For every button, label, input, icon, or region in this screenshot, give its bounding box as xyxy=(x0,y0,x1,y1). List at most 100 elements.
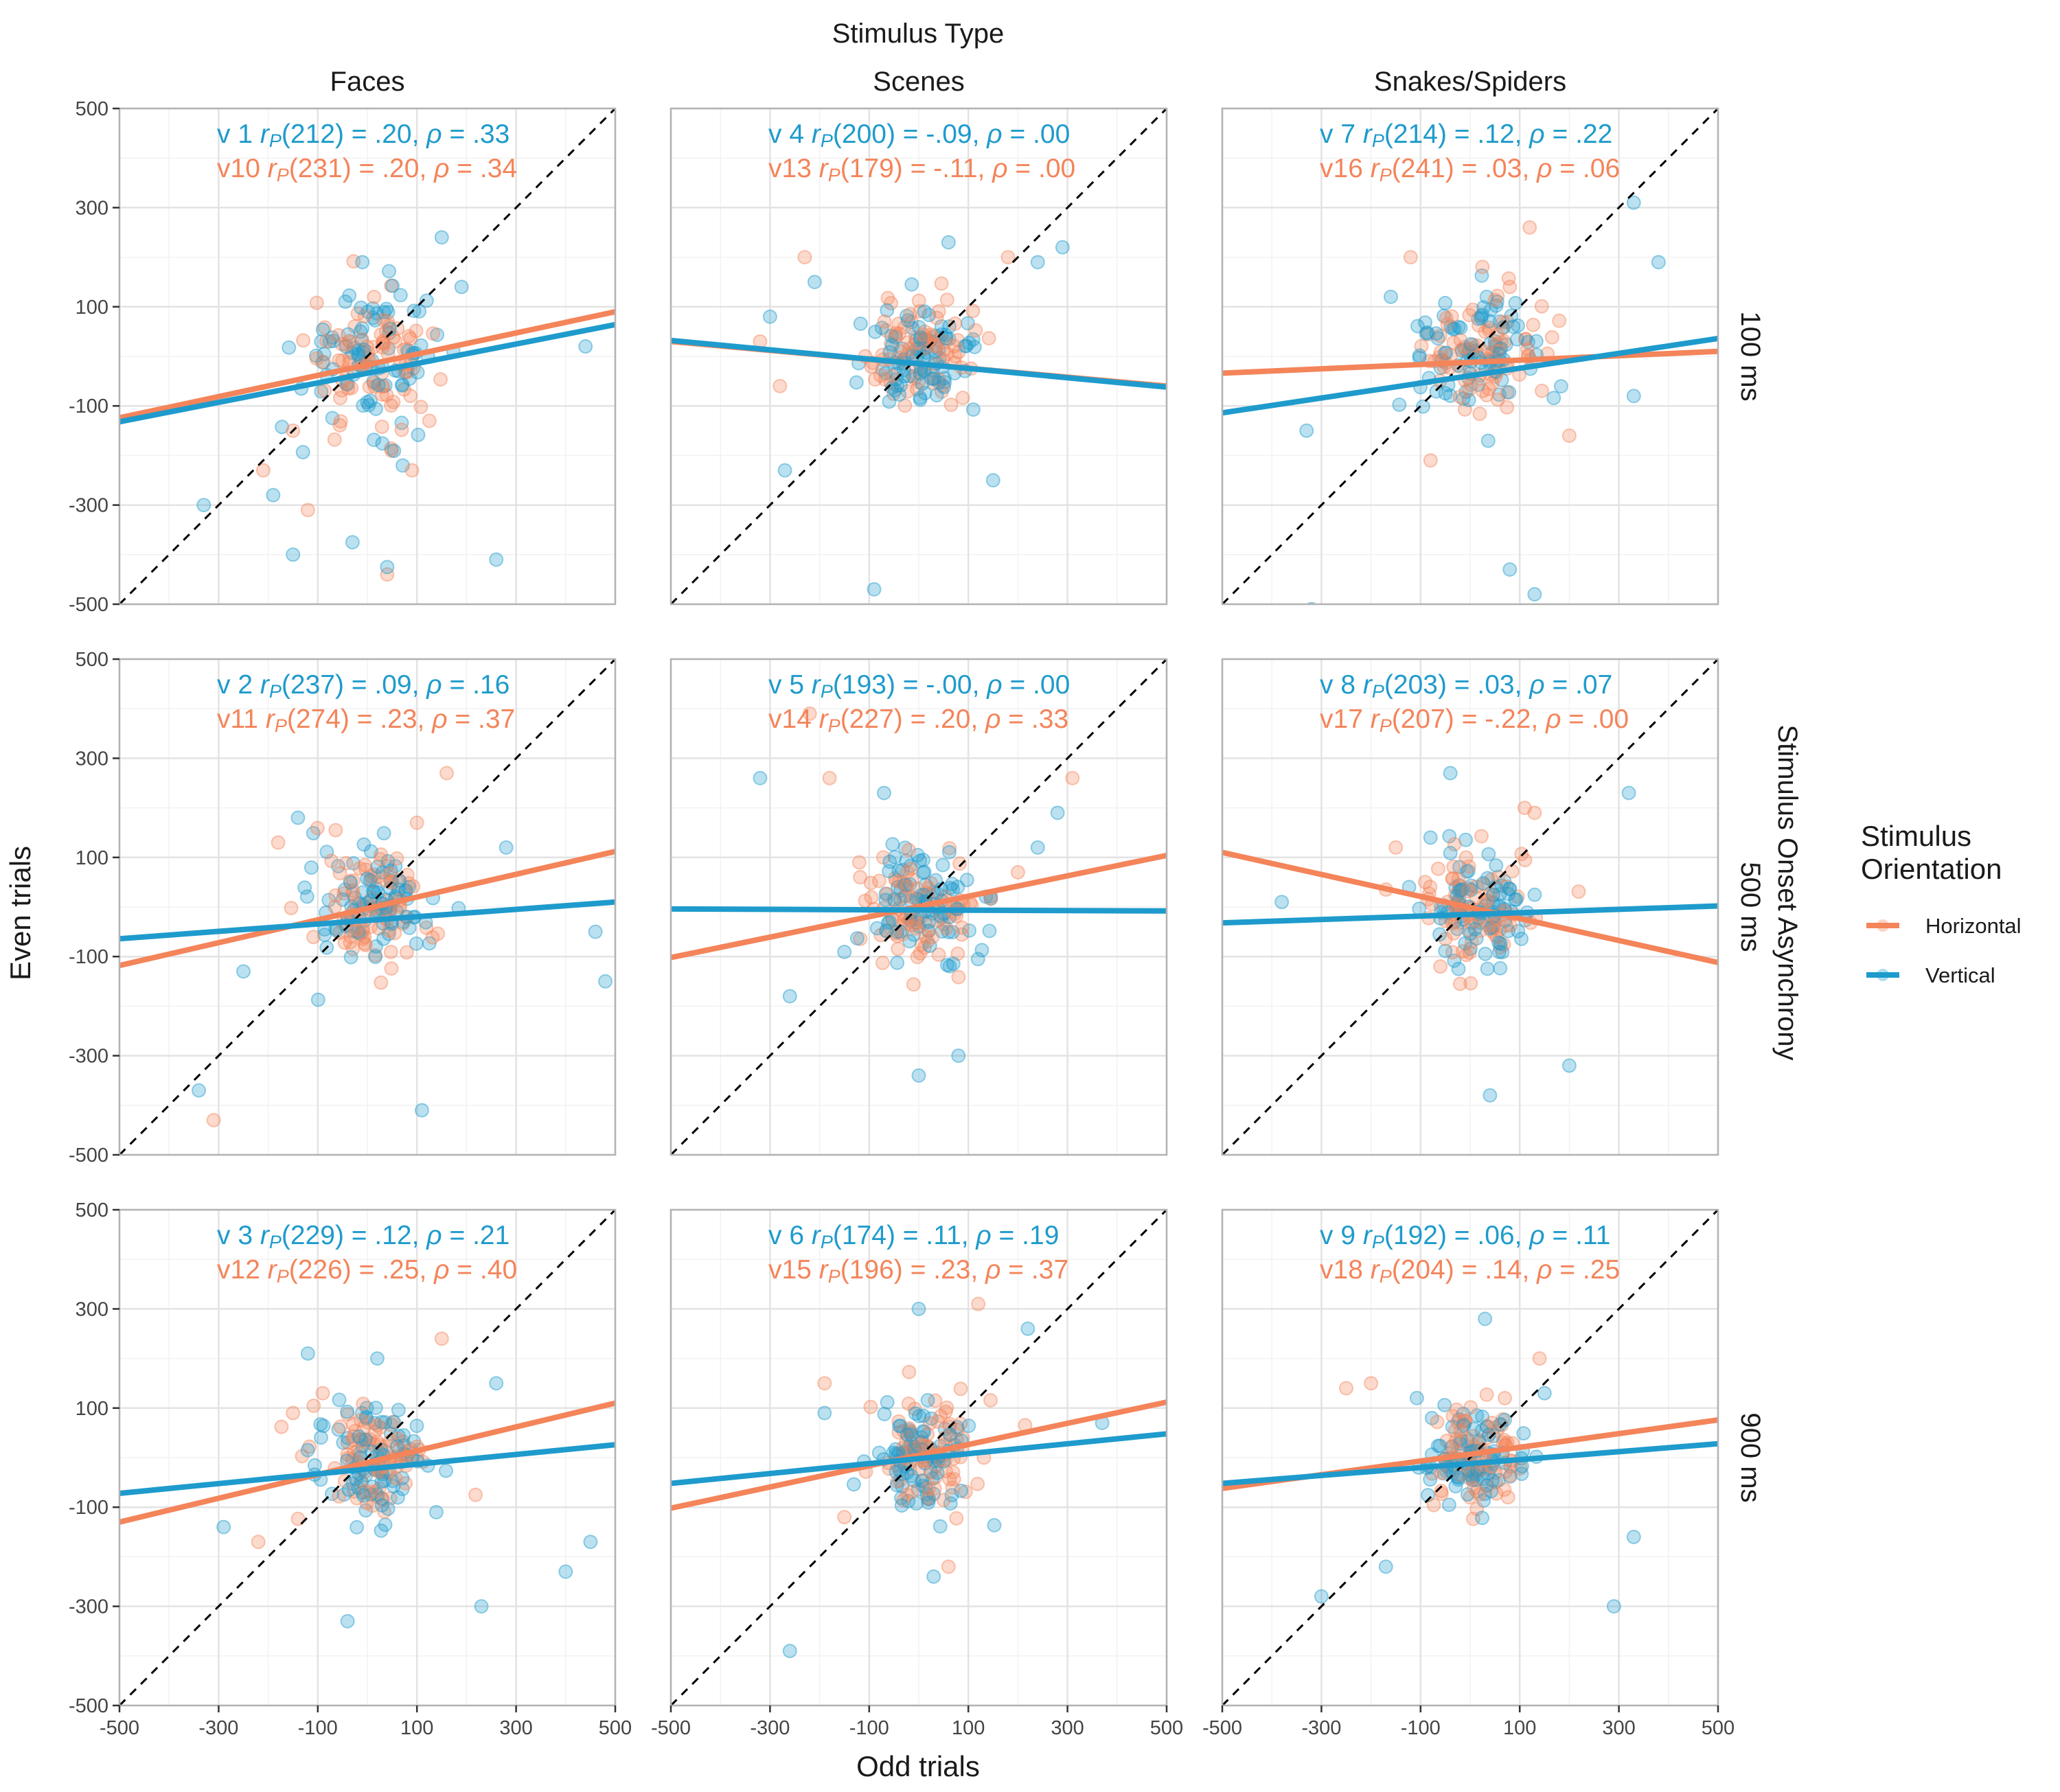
point-vertical xyxy=(378,1517,393,1532)
point-horizontal xyxy=(917,915,932,930)
point-vertical xyxy=(314,334,329,349)
point-vertical xyxy=(300,1443,315,1458)
point-vertical xyxy=(1452,860,1467,875)
point-vertical xyxy=(888,382,903,398)
point-vertical xyxy=(1456,1406,1471,1421)
point-vertical xyxy=(941,332,957,347)
point-vertical xyxy=(356,837,371,852)
point-horizontal xyxy=(1469,879,1485,894)
point-vertical xyxy=(943,1496,958,1511)
point-vertical xyxy=(1438,386,1453,401)
point-horizontal xyxy=(901,842,916,858)
point-horizontal xyxy=(926,376,941,391)
point-horizontal xyxy=(884,336,899,352)
y-tick-label: -500 xyxy=(69,1145,108,1167)
point-horizontal xyxy=(369,1418,385,1433)
point-horizontal xyxy=(426,326,441,341)
point-vertical xyxy=(917,386,932,401)
point-vertical xyxy=(1509,332,1524,347)
point-vertical xyxy=(868,324,883,339)
point-horizontal xyxy=(271,835,286,850)
point-horizontal xyxy=(931,371,946,387)
point-vertical xyxy=(376,826,391,841)
point-vertical xyxy=(846,1477,861,1492)
point-vertical xyxy=(935,858,950,873)
point-horizontal xyxy=(970,1476,985,1491)
point-vertical xyxy=(923,333,938,348)
point-vertical xyxy=(1454,882,1469,897)
point-horizontal xyxy=(939,1400,954,1415)
point-horizontal xyxy=(924,1465,939,1480)
point-horizontal xyxy=(946,1464,961,1480)
point-horizontal xyxy=(889,328,904,343)
x-tick-label: -300 xyxy=(198,1717,238,1739)
point-horizontal xyxy=(893,1473,908,1488)
point-vertical xyxy=(1453,1431,1468,1446)
point-horizontal xyxy=(949,1510,964,1526)
point-vertical xyxy=(352,348,367,363)
point-horizontal xyxy=(425,930,440,945)
point-horizontal xyxy=(339,337,354,352)
point-vertical xyxy=(355,255,370,270)
point-vertical xyxy=(874,320,889,335)
point-horizontal xyxy=(1434,1484,1449,1499)
point-vertical xyxy=(985,473,1000,487)
point-horizontal xyxy=(925,930,940,945)
point-horizontal xyxy=(404,463,420,478)
point-vertical xyxy=(919,1486,935,1502)
point-vertical xyxy=(1299,423,1314,438)
identity-reference-line xyxy=(1222,1210,1718,1705)
regression-line-vertical xyxy=(671,906,1167,914)
point-vertical xyxy=(1452,1412,1467,1427)
point-vertical xyxy=(313,1430,328,1445)
point-vertical xyxy=(1491,1473,1507,1488)
point-horizontal xyxy=(909,915,924,930)
point-vertical xyxy=(885,837,900,852)
point-vertical xyxy=(1476,300,1491,315)
panel-border xyxy=(670,658,1168,1156)
point-horizontal xyxy=(1499,879,1514,894)
point-vertical xyxy=(1476,875,1491,891)
point-horizontal xyxy=(1487,921,1502,936)
point-vertical xyxy=(867,582,882,597)
point-horizontal xyxy=(332,417,347,433)
point-horizontal xyxy=(1482,323,1497,338)
panel-border xyxy=(118,1208,617,1707)
point-horizontal xyxy=(356,931,371,946)
point-horizontal xyxy=(370,869,385,884)
point-vertical xyxy=(1469,1408,1485,1423)
point-vertical xyxy=(954,1483,969,1498)
point-vertical xyxy=(1479,1478,1494,1493)
point-horizontal xyxy=(380,314,396,329)
point-vertical xyxy=(578,339,593,354)
point-horizontal xyxy=(1445,871,1461,886)
point-vertical xyxy=(1514,1467,1529,1482)
point-horizontal xyxy=(837,1510,852,1525)
point-vertical xyxy=(931,375,946,390)
point-horizontal xyxy=(401,329,416,344)
point-vertical xyxy=(941,845,957,860)
point-vertical xyxy=(382,264,397,279)
point-horizontal xyxy=(1447,1423,1463,1438)
point-horizontal xyxy=(373,851,388,866)
point-horizontal xyxy=(433,372,448,387)
point-horizontal xyxy=(1459,1431,1474,1446)
point-vertical xyxy=(1491,387,1507,402)
point-horizontal xyxy=(916,327,931,342)
point-horizontal xyxy=(380,567,395,582)
point-vertical xyxy=(889,1464,904,1480)
point-vertical xyxy=(807,275,822,290)
point-horizontal xyxy=(347,923,363,939)
point-horizontal xyxy=(907,1401,922,1416)
point-vertical xyxy=(1438,295,1453,310)
point-horizontal xyxy=(1552,313,1567,328)
point-vertical xyxy=(919,332,935,347)
y-tick-label: 300 xyxy=(76,748,108,770)
point-vertical xyxy=(901,1493,916,1508)
point-horizontal xyxy=(341,381,356,396)
point-vertical xyxy=(1468,1468,1483,1483)
point-horizontal xyxy=(1465,344,1480,359)
point-horizontal xyxy=(950,946,965,961)
point-vertical xyxy=(1484,1484,1499,1499)
